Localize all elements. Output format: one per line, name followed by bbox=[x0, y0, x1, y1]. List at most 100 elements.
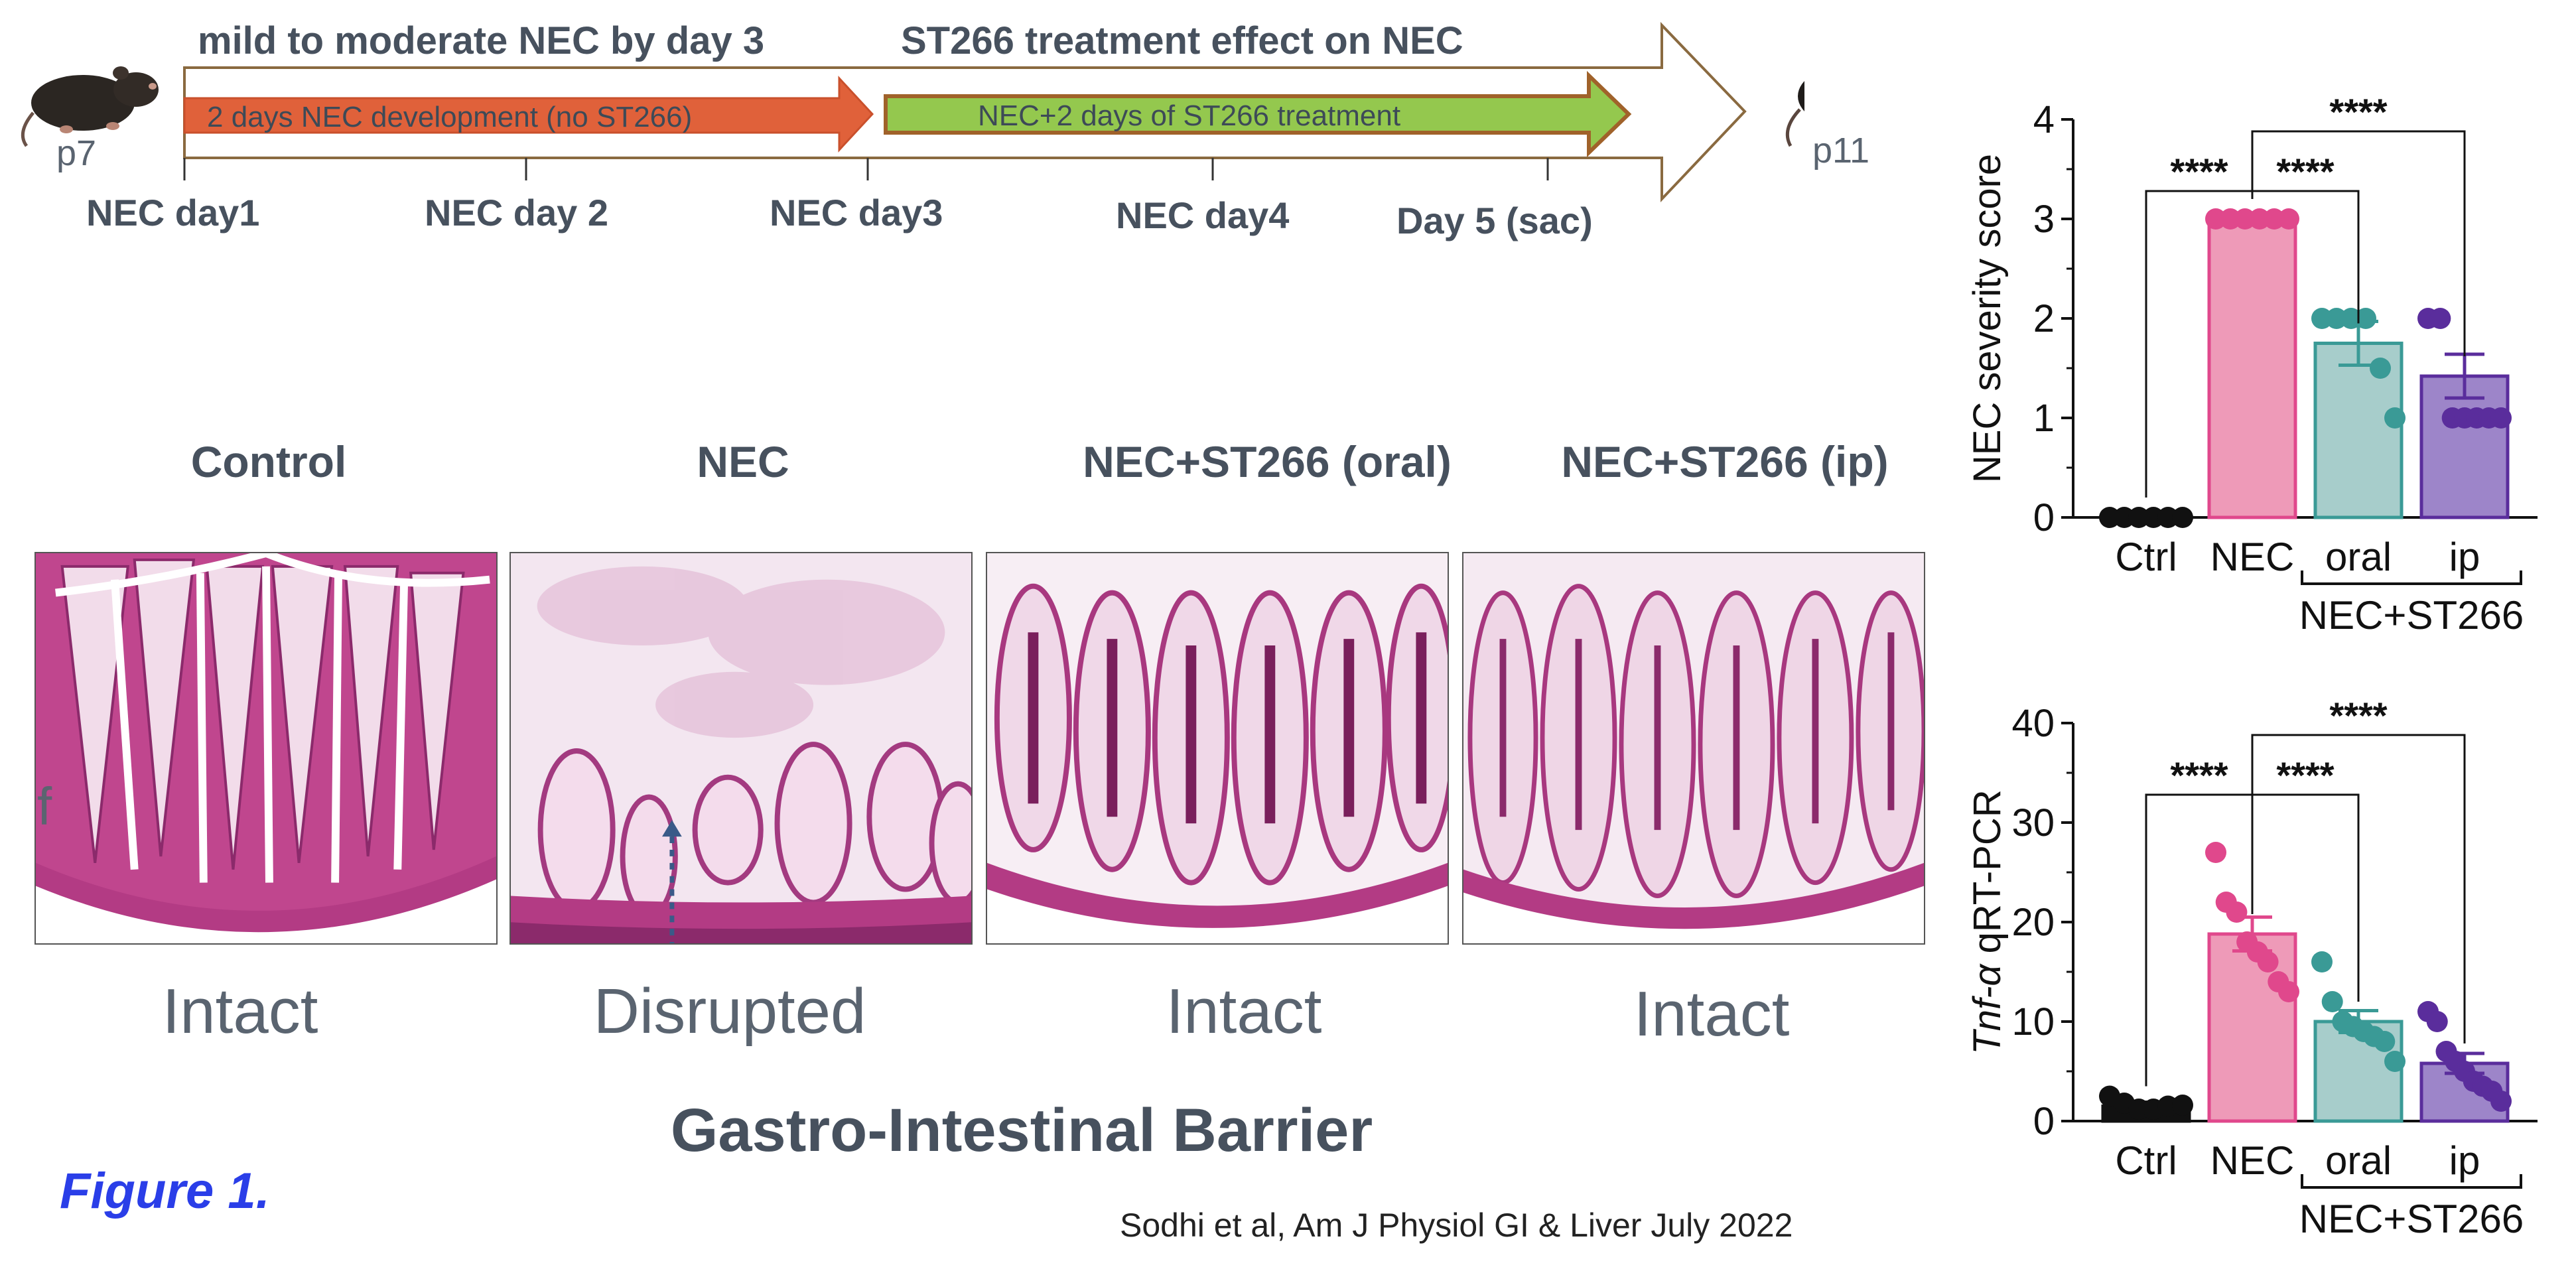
histology-control-image bbox=[34, 552, 498, 945]
bar bbox=[2207, 932, 2297, 1123]
y-tick-label: 10 bbox=[2011, 1000, 2055, 1043]
x-tick-label: ip bbox=[2449, 535, 2480, 579]
bar bbox=[2207, 217, 2297, 519]
significance-label: **** bbox=[2276, 754, 2334, 796]
data-point bbox=[2172, 507, 2193, 528]
y-axis-label: NEC severity score bbox=[1966, 154, 2009, 483]
histology-nec-image bbox=[509, 552, 973, 945]
day-label-1: NEC day1 bbox=[86, 192, 260, 234]
x-tick-label: oral bbox=[2325, 535, 2392, 579]
significance-label: **** bbox=[2276, 151, 2334, 192]
citation: Sodhi et al, Am J Physiol GI & Liver Jul… bbox=[1120, 1207, 1793, 1244]
y-axis-label-italic: Tnf-α bbox=[1966, 963, 2009, 1055]
data-point bbox=[2205, 842, 2226, 863]
data-point bbox=[2264, 208, 2285, 230]
y-tick-label: 2 bbox=[2033, 297, 2055, 340]
histology-oral-image bbox=[986, 552, 1449, 945]
data-point bbox=[2370, 358, 2391, 379]
y-tick-label: 3 bbox=[2033, 198, 2055, 241]
data-point bbox=[2321, 991, 2343, 1012]
histology-ip-image bbox=[1462, 552, 1925, 945]
significance-label: **** bbox=[2170, 754, 2228, 796]
data-point bbox=[2114, 507, 2135, 528]
barrier-label-oral: Intact bbox=[1166, 976, 1322, 1047]
data-point bbox=[2374, 1031, 2396, 1052]
significance-label: **** bbox=[2329, 91, 2387, 133]
data-point bbox=[2355, 308, 2376, 329]
x-tick-label: NEC bbox=[2210, 535, 2295, 579]
day-label-4: NEC day4 bbox=[1116, 194, 1290, 236]
y-axis-label-rest: qRT-PCR bbox=[1966, 789, 2009, 964]
panel-title-oral: NEC+ST266 (oral) bbox=[1083, 437, 1452, 486]
data-point bbox=[2311, 308, 2333, 329]
x-tick-label: NEC bbox=[2210, 1138, 2295, 1183]
day-label-2: NEC day 2 bbox=[425, 192, 608, 234]
significance-label: **** bbox=[2329, 695, 2387, 736]
mouse-p7-image bbox=[21, 66, 159, 147]
day-label-5: Day 5 (sac) bbox=[1396, 200, 1593, 241]
data-point bbox=[2340, 308, 2362, 329]
panel-title-nec: NEC bbox=[697, 437, 789, 486]
group-label: NEC+ST266 bbox=[2299, 1197, 2524, 1241]
data-point bbox=[2326, 308, 2347, 329]
significance-bracket bbox=[2251, 734, 2466, 1043]
data-point bbox=[2429, 308, 2451, 329]
inset-letter: f bbox=[37, 777, 52, 836]
data-point bbox=[2128, 1099, 2149, 1120]
data-point bbox=[2311, 951, 2333, 972]
start-age-label: p7 bbox=[56, 133, 97, 173]
end-age-label: p11 bbox=[1812, 131, 1870, 170]
data-point bbox=[2128, 507, 2149, 528]
mouse-p11-image bbox=[1785, 81, 1804, 147]
stage2-bar-label: NEC+2 days of ST266 treatment bbox=[978, 100, 1401, 132]
data-point bbox=[2426, 1011, 2448, 1032]
group-bracket bbox=[2301, 1174, 2522, 1189]
data-point bbox=[2220, 208, 2241, 230]
data-point bbox=[2384, 1051, 2406, 1072]
x-tick-label: oral bbox=[2325, 1138, 2392, 1183]
x-tick-label: Ctrl bbox=[2115, 1138, 2177, 1183]
data-point bbox=[2278, 981, 2299, 1002]
barrier-label-control: Intact bbox=[162, 976, 318, 1047]
stage1-header: mild to moderate NEC by day 3 bbox=[198, 19, 765, 62]
x-tick-label: ip bbox=[2449, 1138, 2480, 1183]
y-axis-label: Tnf-α qRT-PCR bbox=[1966, 789, 2009, 1054]
data-point bbox=[2157, 507, 2179, 528]
data-point bbox=[2143, 507, 2164, 528]
group-bracket bbox=[2301, 570, 2522, 585]
chart-severity: 0 1 2 3 4 NEC severity score Ctrl NEC oral ip NEC+… bbox=[1966, 91, 2538, 637]
data-point bbox=[2205, 208, 2226, 230]
stage1-bar-label: 2 days NEC development (no ST266) bbox=[207, 101, 693, 133]
data-point bbox=[2172, 1095, 2193, 1116]
section-title: Gastro-Intestinal Barrier bbox=[670, 1097, 1373, 1164]
stage1-arrow bbox=[183, 76, 874, 153]
stage2-header: ST266 treatment effect on NEC bbox=[901, 19, 1463, 62]
figure-label: Figure 1. bbox=[60, 1163, 270, 1219]
barrier-label-nec: Disrupted bbox=[593, 976, 866, 1047]
data-point bbox=[2234, 208, 2256, 230]
data-point bbox=[2490, 407, 2512, 429]
chart-tnf: 0 10 20 30 40 Tnf-α qRT-PCR Ctrl NEC oral ip NEC+S… bbox=[1966, 695, 2538, 1241]
data-point bbox=[2490, 1091, 2512, 1112]
barrier-label-ip: Intact bbox=[1633, 978, 1790, 1049]
panel-title-control: Control bbox=[190, 437, 347, 486]
y-tick-label: 4 bbox=[2033, 98, 2055, 141]
group-label: NEC+ST266 bbox=[2299, 593, 2524, 637]
data-point bbox=[2384, 407, 2406, 429]
significance-bracket bbox=[2251, 130, 2466, 356]
y-tick-label: 20 bbox=[2011, 901, 2055, 944]
y-tick-label: 1 bbox=[2033, 397, 2055, 440]
data-point bbox=[2278, 208, 2299, 230]
significance-label: **** bbox=[2170, 151, 2228, 192]
data-point bbox=[2099, 507, 2120, 528]
y-tick-label: 40 bbox=[2011, 702, 2055, 745]
y-tick-label: 0 bbox=[2033, 1100, 2055, 1143]
y-tick-label: 30 bbox=[2011, 801, 2055, 844]
x-tick-label: Ctrl bbox=[2115, 535, 2177, 579]
data-point bbox=[2257, 951, 2279, 972]
day-label-3: NEC day3 bbox=[770, 192, 943, 234]
stage2-arrow bbox=[884, 70, 1632, 158]
data-point bbox=[2226, 902, 2248, 923]
data-point bbox=[2249, 208, 2270, 230]
